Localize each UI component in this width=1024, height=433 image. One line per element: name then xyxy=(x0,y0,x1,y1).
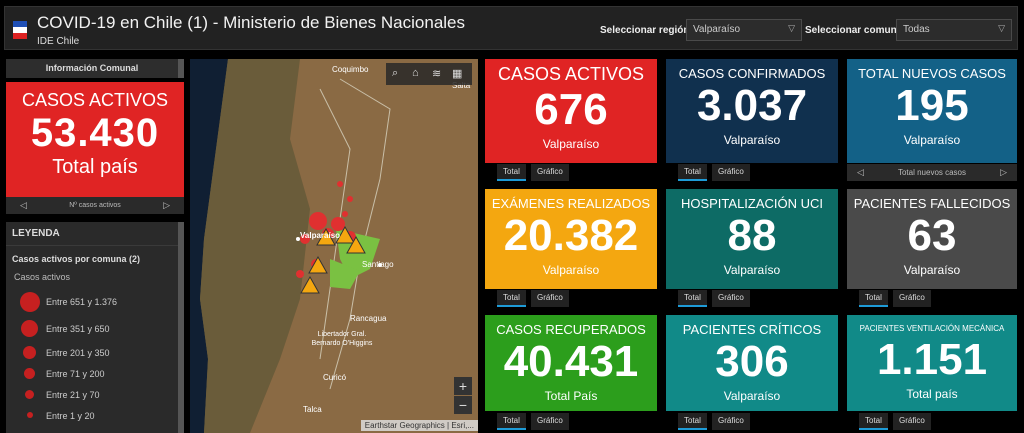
legend-layer-name: Casos activos por comuna (2) xyxy=(12,254,141,264)
app-title: COVID-19 en Chile (1) - Ministerio de Bi… xyxy=(37,13,466,32)
tab-grafico[interactable]: Gráfico xyxy=(531,164,569,181)
legend-panel: LEYENDA Casos activos por comuna (2) Cas… xyxy=(6,222,184,433)
card-pacientes-fallecidos: PACIENTES FALLECIDOS 63 Valparaíso xyxy=(847,189,1017,289)
legend-title: LEYENDA xyxy=(6,222,178,246)
region-select[interactable]: Valparaíso ▽ xyxy=(686,19,802,41)
map-attribution: Earthstar Geographics | Esri,... xyxy=(360,420,478,431)
zoom-out-button[interactable]: − xyxy=(454,396,472,414)
chile-flag-icon xyxy=(13,21,27,39)
total-active-cases-value: 53.430 xyxy=(30,111,160,155)
map-toolbar: ⌕ ⌂ ≋ ▦ xyxy=(386,63,472,85)
qr-icon[interactable]: ▦ xyxy=(452,68,463,80)
card-casos-confirmados: CASOS CONFIRMADOS 3.037 Valparaíso xyxy=(666,59,838,163)
legend-group: Casos activos xyxy=(14,272,71,282)
region-label: Seleccionar región: xyxy=(600,25,693,36)
nuevos-casos-nav: ◁ Total nuevos casos ▷ xyxy=(847,164,1017,181)
card-examenes-realizados: EXÁMENES REALIZADOS 20.382 Valparaíso xyxy=(485,189,657,289)
chevron-down-icon: ▽ xyxy=(998,23,1005,33)
total-active-cases-card: CASOS ACTIVOS 53.430 Total país xyxy=(6,82,184,197)
tab-total[interactable]: Total xyxy=(497,290,526,307)
zoom-control: + − xyxy=(454,377,472,415)
map-label-coquimbo: Coquimbo xyxy=(332,65,369,74)
map-label-santiago: Santiago xyxy=(362,260,394,269)
zoom-in-button[interactable]: + xyxy=(454,377,472,395)
chevron-left-icon[interactable]: ◁ xyxy=(20,200,27,210)
map-canvas xyxy=(190,59,478,433)
map-label-ohiggins: Libertador Gral. Bernardo O'Higgins xyxy=(311,331,373,347)
card-total-nuevos-casos: TOTAL NUEVOS CASOS 195 Valparaíso xyxy=(847,59,1017,163)
map-label-rancagua: Rancagua xyxy=(350,314,387,323)
map-label-valparaiso: Valparaíso xyxy=(300,231,341,240)
home-icon[interactable]: ⌂ xyxy=(412,67,419,79)
circle-icon xyxy=(27,412,33,418)
search-icon[interactable]: ⌕ xyxy=(392,67,399,79)
tab-grafico[interactable]: Gráfico xyxy=(712,164,750,181)
app-subtitle: IDE Chile xyxy=(37,36,80,47)
card-pacientes-criticos: PACIENTES CRÍTICOS 306 Valparaíso xyxy=(666,315,838,411)
circle-icon xyxy=(20,292,40,312)
card-casos-recuperados: CASOS RECUPERADOS 40.431 Total País xyxy=(485,315,657,411)
circle-icon xyxy=(21,320,38,337)
tab-grafico[interactable]: Gráfico xyxy=(531,290,569,307)
card-casos-activos: CASOS ACTIVOS 676 Valparaíso xyxy=(485,59,657,163)
app-header: COVID-19 en Chile (1) - Ministerio de Bi… xyxy=(4,6,1018,50)
map-label-salta: Salta xyxy=(452,81,471,90)
circle-icon xyxy=(25,390,34,399)
circle-icon xyxy=(23,346,36,359)
tab-grafico[interactable]: Gráfico xyxy=(712,290,750,307)
chevron-down-icon: ▽ xyxy=(788,23,795,33)
tab-total[interactable]: Total xyxy=(497,164,526,181)
info-comunal-header: Información Comunal xyxy=(6,59,184,78)
tab-total[interactable]: Total xyxy=(497,413,526,430)
map-label-curico: Curicó xyxy=(323,373,347,382)
map-label-talca: Talca xyxy=(303,405,322,414)
comuna-select[interactable]: Todas ▽ xyxy=(896,19,1012,41)
tab-grafico[interactable]: Gráfico xyxy=(893,413,931,430)
map-view[interactable]: Coquimbo Salta Valparaíso Santiago Ranca… xyxy=(190,59,478,433)
comuna-label: Seleccionar comuna xyxy=(805,25,903,36)
card-hospitalizacion-uci: HOSPITALIZACIÓN UCI 88 Valparaíso xyxy=(666,189,838,289)
tab-total[interactable]: Total xyxy=(678,164,707,181)
tab-grafico[interactable]: Gráfico xyxy=(531,413,569,430)
tab-total[interactable]: Total xyxy=(678,413,707,430)
chevron-left-icon[interactable]: ◁ xyxy=(857,167,864,177)
chevron-right-icon[interactable]: ▷ xyxy=(1000,167,1007,177)
chevron-right-icon[interactable]: ▷ xyxy=(163,200,170,210)
tab-total[interactable]: Total xyxy=(859,290,888,307)
card-ventilacion-mecanica: PACIENTES VENTILACIÓN MECÁNICA 1.151 Tot… xyxy=(847,315,1017,411)
tab-total[interactable]: Total xyxy=(678,290,707,307)
tab-total[interactable]: Total xyxy=(859,413,888,430)
circle-icon xyxy=(24,368,35,379)
tab-grafico[interactable]: Gráfico xyxy=(712,413,750,430)
tab-grafico[interactable]: Gráfico xyxy=(893,290,931,307)
layers-icon[interactable]: ≋ xyxy=(432,68,442,80)
active-cases-nav: ◁ Nº casos activos ▷ xyxy=(6,197,184,214)
